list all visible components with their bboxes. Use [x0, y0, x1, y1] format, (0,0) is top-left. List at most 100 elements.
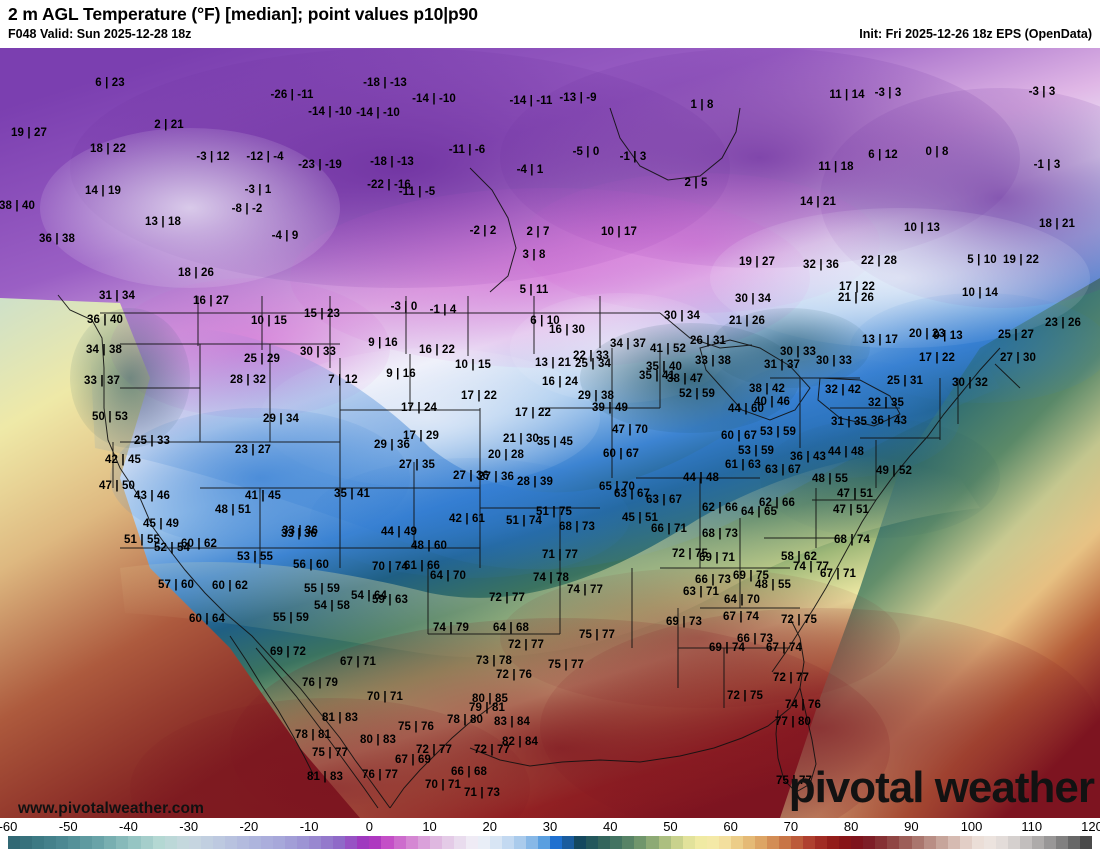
point-value: 54 | 64 — [351, 590, 387, 602]
colorbar-swatch — [477, 836, 490, 849]
colorbar-swatch — [815, 836, 828, 849]
colorbar-swatch — [1056, 836, 1069, 849]
colorbar-swatch — [128, 836, 141, 849]
point-value: 61 | 66 — [404, 560, 440, 572]
point-value: 15 | 23 — [304, 308, 340, 320]
point-value: -14 | -10 — [356, 107, 400, 119]
colorbar-tick: -60 — [0, 819, 18, 834]
colorbar-tick-labels: -60 -50 -40 -30 -20 -10 0 10 20 30 40 50 60 70 80 90 100… — [0, 818, 1100, 836]
point-value: 75 | 76 — [398, 721, 434, 733]
point-value: 27 | 36 — [478, 471, 514, 483]
colorbar-tick: 70 — [783, 819, 799, 834]
point-value: 52 | 54 — [154, 542, 190, 554]
colorbar-swatch — [333, 836, 346, 849]
point-value: 42 | 45 — [105, 454, 141, 466]
point-value: 60 | 62 — [212, 580, 248, 592]
point-value: 16 | 24 — [542, 376, 578, 388]
point-value: 47 | 51 — [837, 488, 873, 500]
colorbar-tick: 60 — [723, 819, 738, 834]
point-value: 68 | 73 — [559, 521, 595, 533]
point-value: 19 | 27 — [11, 127, 47, 139]
point-value: 36 | 40 — [87, 314, 123, 326]
point-value: 73 | 78 — [476, 655, 512, 667]
point-value: 48 | 51 — [215, 504, 251, 516]
point-value: 17 | 22 — [839, 281, 875, 293]
point-value: 60 | 67 — [603, 448, 639, 460]
point-value: 45 | 49 — [143, 518, 179, 530]
point-value: -2 | 2 — [469, 225, 497, 237]
point-value: 35 | 41 — [639, 370, 675, 382]
point-value: 35 | 41 — [334, 488, 370, 500]
colorbar-gradient[interactable] — [8, 836, 1093, 849]
point-value: -4 | 9 — [271, 230, 299, 242]
point-value: 67 | 74 — [723, 611, 759, 623]
colorbar-swatch — [694, 836, 707, 849]
point-value: 44 | 48 — [683, 472, 719, 484]
point-value: 41 | 52 — [650, 343, 686, 355]
colorbar-swatch — [260, 836, 274, 849]
point-value: -3 | 0 — [390, 301, 418, 313]
point-value: 53 | 55 — [237, 551, 273, 563]
colorbar-swatch — [562, 836, 575, 849]
point-value: 49 | 52 — [876, 465, 912, 477]
colorbar-swatch — [44, 836, 57, 849]
point-value: 75 | 77 — [579, 629, 615, 641]
point-value: 32 | 35 — [868, 397, 904, 409]
point-value: 76 | 77 — [362, 769, 398, 781]
point-value: -3 | 12 — [196, 151, 230, 163]
point-value: 5 | 11 — [519, 284, 549, 296]
point-value: 21 | 26 — [838, 292, 874, 304]
point-value: 48 | 60 — [411, 540, 447, 552]
point-value: 80 | 83 — [360, 734, 396, 746]
colorbar-swatch — [309, 836, 322, 849]
point-value: 28 | 39 — [517, 476, 553, 488]
colorbar-tick: 20 — [482, 819, 497, 834]
point-value-labels: 6 | 23 19 | 27 2 | 21 18 | 22 14 | 19 38 | 40… — [0, 48, 1100, 818]
point-value: 47 | 70 — [612, 424, 648, 436]
point-value: -26 | -11 — [270, 89, 314, 101]
colorbar-swatch — [489, 836, 502, 849]
temperature-map[interactable]: 6 | 23 19 | 27 2 | 21 18 | 22 14 | 19 38 | 40… — [0, 48, 1100, 818]
point-value: 31 | 37 — [764, 359, 800, 371]
colorbar-swatch — [68, 836, 81, 849]
colorbar-swatch — [236, 836, 249, 849]
point-value: 74 | 76 — [785, 699, 821, 711]
point-value: 72 | 77 — [474, 744, 510, 756]
colorbar-swatch — [465, 836, 478, 849]
point-value: 28 | 32 — [230, 374, 266, 386]
point-value: 48 | 55 — [812, 473, 848, 485]
point-value: 47 | 51 — [833, 504, 869, 516]
colorbar-swatch — [923, 836, 936, 849]
colorbar-swatch — [92, 836, 105, 849]
colorbar-tick: -40 — [119, 819, 138, 834]
point-value: 69 | 73 — [666, 616, 702, 628]
point-value: 31 | 35 — [831, 416, 867, 428]
colorbar[interactable]: -60 -50 -40 -30 -20 -10 0 10 20 30 40 50 60 70 80 90 100… — [0, 818, 1100, 850]
point-value: 44 | 49 — [381, 526, 417, 538]
point-value: 33 | 37 — [84, 375, 120, 387]
point-value: 69 | 74 — [709, 642, 745, 654]
colorbar-swatch — [839, 836, 852, 849]
point-value: -3 | 1 — [244, 184, 272, 196]
point-value: 22 | 33 — [573, 350, 609, 362]
colorbar-swatch — [357, 836, 370, 849]
point-value: 71 | 73 — [464, 787, 500, 799]
colorbar-swatch — [1068, 836, 1081, 849]
colorbar-swatch — [297, 836, 310, 849]
colorbar-swatch — [682, 836, 695, 849]
valid-time-label: F048 Valid: Sun 2025-12-28 18z — [8, 27, 192, 41]
point-value: 33 | 36 — [281, 528, 317, 540]
point-value: 57 | 60 — [158, 579, 194, 591]
point-value: 51 | 55 — [124, 534, 160, 546]
colorbar-swatch — [405, 836, 418, 849]
colorbar-swatch — [779, 836, 792, 849]
point-value: 29 | 36 — [374, 439, 410, 451]
point-value: -1 | 3 — [1033, 159, 1061, 171]
colorbar-swatch — [1031, 836, 1045, 849]
point-value: 72 | 76 — [496, 669, 532, 681]
point-value: 38 | 42 — [749, 383, 785, 395]
colorbar-swatch — [730, 836, 743, 849]
point-value: 60 | 64 — [189, 613, 225, 625]
point-value: 65 | 70 — [599, 481, 635, 493]
